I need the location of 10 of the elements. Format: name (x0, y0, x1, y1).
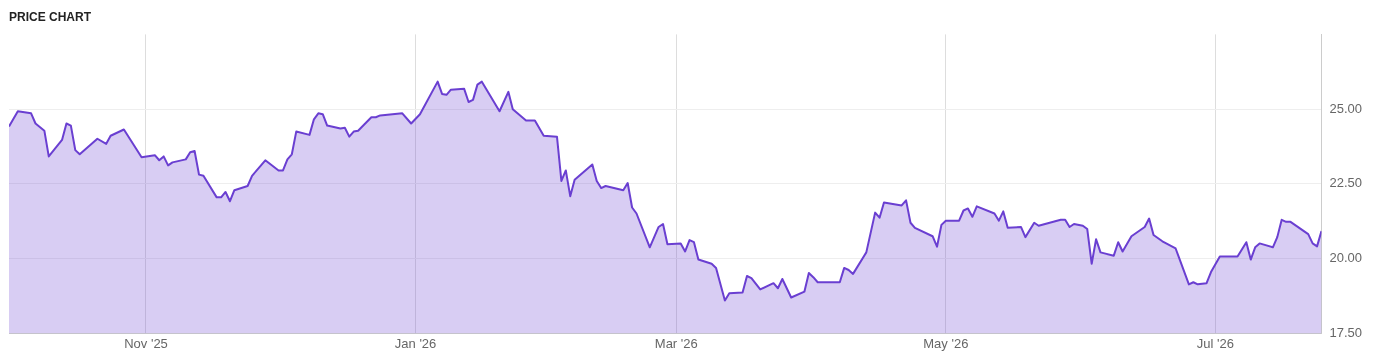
y-tick-label: 20.00 (1329, 250, 1363, 266)
y-tick-label: 25.00 (1329, 100, 1363, 116)
x-tick-label: Jan '26 (394, 335, 437, 351)
x-tick-label: Nov '25 (124, 335, 168, 351)
y-tick-label: 17.50 (1329, 324, 1363, 340)
y-tick-label: 22.50 (1329, 175, 1363, 191)
x-tick-label: Jul '26 (1196, 335, 1234, 351)
chart-title: PRICE CHART (9, 9, 92, 24)
x-tick-label: May '26 (923, 335, 969, 351)
x-tick-label: Mar '26 (654, 335, 698, 351)
